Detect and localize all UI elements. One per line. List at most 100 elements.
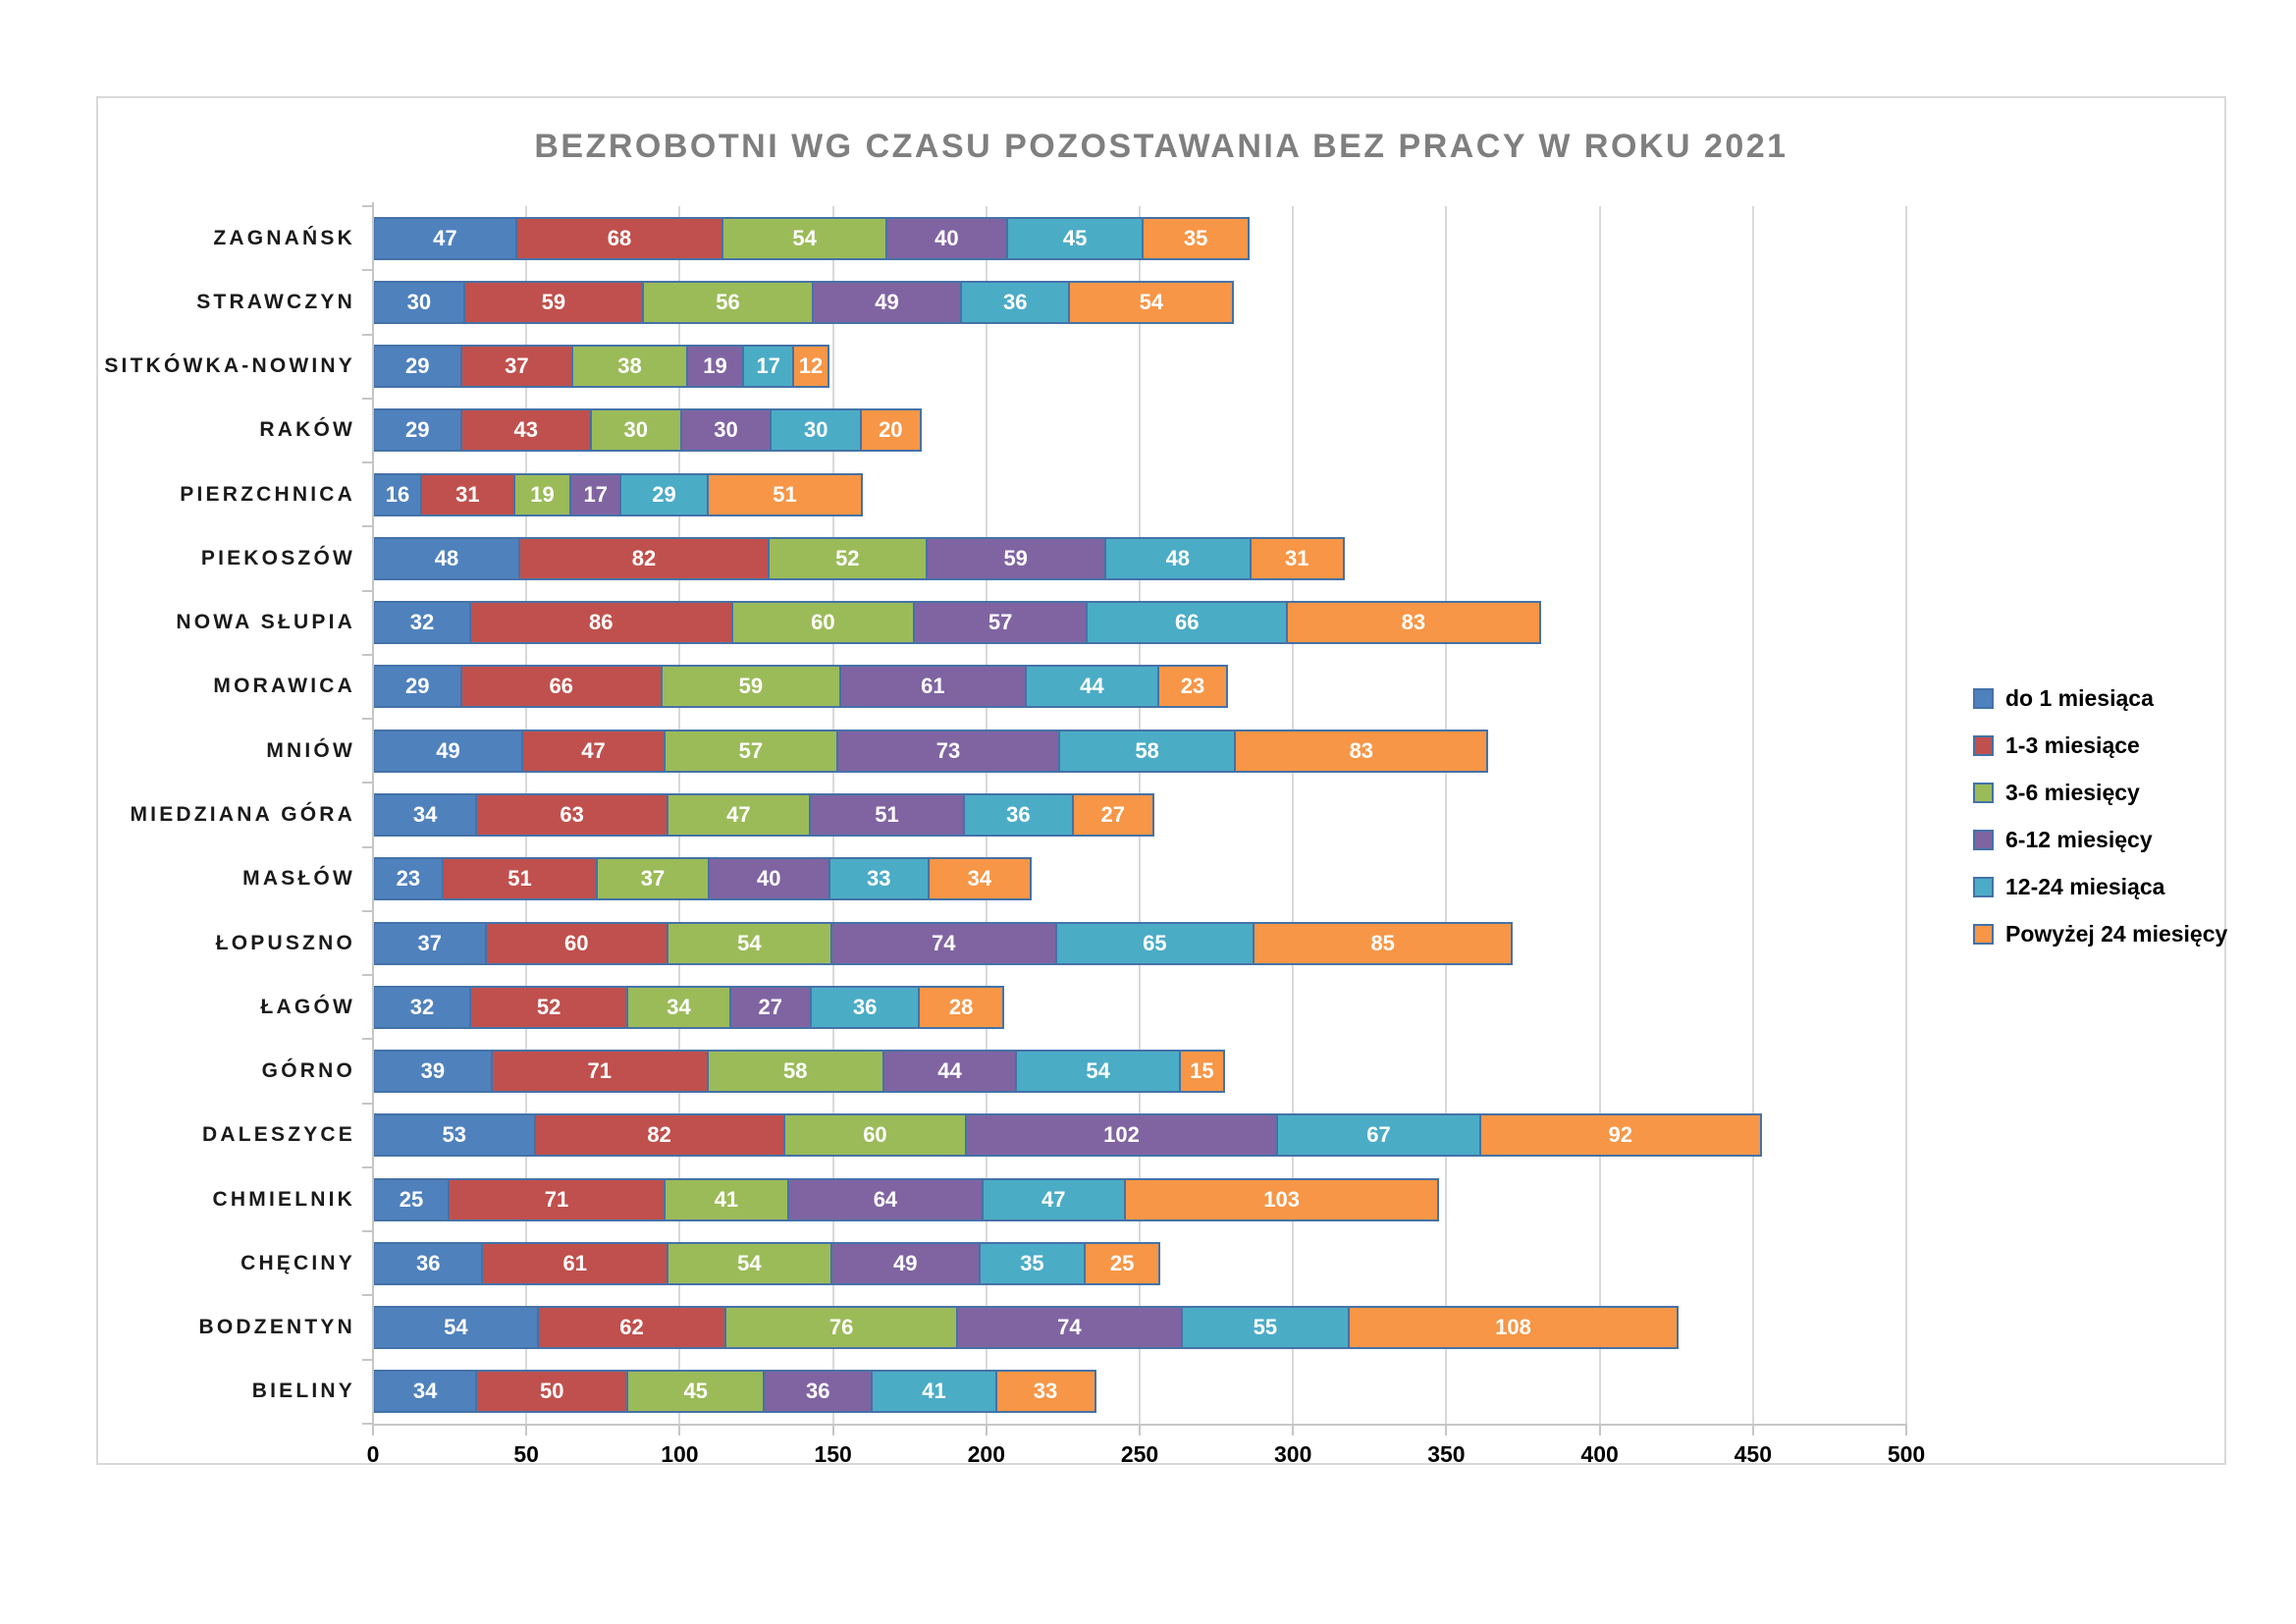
- x-tick-label: 450: [1734, 1441, 1772, 1467]
- x-tick-label: 300: [1274, 1441, 1312, 1467]
- bar-value-label: 32: [409, 994, 435, 1019]
- bar-segment: 51: [808, 793, 966, 838]
- bar-value-label: 74: [932, 930, 956, 955]
- bar-value-label: 63: [560, 802, 584, 828]
- bar-value-label: 54: [1139, 289, 1164, 314]
- bar-value-label: 103: [1263, 1186, 1300, 1212]
- bar-value-label: 49: [892, 1250, 918, 1275]
- bar-value-label: 71: [587, 1058, 612, 1084]
- bar-segment: 63: [475, 793, 668, 838]
- bar-value-label: 47: [581, 737, 606, 763]
- x-tick-label: 150: [814, 1441, 852, 1467]
- bar-segment: 49: [829, 1241, 981, 1285]
- category-axis-tick: [362, 461, 372, 464]
- x-tick-label: 100: [661, 1441, 699, 1467]
- x-axis-labels: 0 50 100 150 200 250 300 350 400 450 500: [367, 1441, 1926, 1471]
- x-tick-label: 200: [967, 1441, 1005, 1467]
- gridline: [1445, 206, 1448, 1424]
- bar-row: BIELINY 34 50 45 36 41 33: [252, 1360, 1906, 1424]
- bar-segment: 33: [828, 857, 930, 901]
- bar-value-label: 23: [396, 866, 421, 892]
- bar-track: 37 60 54 74 65 85: [373, 921, 1906, 965]
- x-tick-label: 400: [1580, 1441, 1619, 1467]
- bar-value-label: 102: [1103, 1122, 1140, 1148]
- bar-segment: 27: [728, 985, 812, 1029]
- bar-value-label: 51: [507, 866, 532, 892]
- bar-segment: 51: [441, 857, 599, 901]
- category-label: RAKÓW: [259, 418, 355, 442]
- bar-value-label: 52: [536, 994, 561, 1019]
- bar-row: RAKÓW 29 43 30 30 30 20: [259, 399, 1906, 462]
- category-label: ŁOPUSZNO: [215, 931, 355, 954]
- gridline: [1292, 206, 1295, 1424]
- category-label: ŁAGÓW: [260, 995, 355, 1018]
- bar-segment: 54: [373, 1306, 539, 1350]
- bar-segment: 74: [829, 921, 1057, 965]
- category-axis-tick: [362, 589, 372, 592]
- bar-segment: 61: [839, 665, 1027, 709]
- category-axis-tick: [362, 909, 372, 912]
- bar-track: 53 82 60 102 67 92: [373, 1113, 1906, 1158]
- bar-value-label: 30: [623, 417, 649, 443]
- bar-segment: 20: [860, 408, 922, 453]
- category-axis-tick: [362, 1230, 372, 1233]
- bar-value-label: 35: [1183, 225, 1208, 250]
- bar-segment: 15: [1178, 1050, 1225, 1094]
- category-label: MASŁÓW: [242, 867, 355, 891]
- bar-value-label: 37: [505, 353, 529, 379]
- bar-value-label: 82: [631, 545, 657, 570]
- bar-value-label: 83: [1401, 610, 1426, 635]
- bar-segment: 54: [1015, 1050, 1181, 1094]
- category-label: DALESZYCE: [202, 1123, 355, 1147]
- gridline: [1751, 206, 1754, 1424]
- bar-value-label: 36: [805, 1379, 830, 1404]
- bar-value-label: 54: [1086, 1058, 1110, 1084]
- bar-value-label: 35: [1020, 1250, 1044, 1275]
- bar-segment: 102: [965, 1113, 1278, 1158]
- bar-segment: 45: [626, 1370, 765, 1414]
- bar-segment: 34: [626, 985, 731, 1029]
- bar-segment: 28: [918, 985, 1004, 1029]
- bar-value-label: 15: [1190, 1058, 1214, 1084]
- bar-track: 32 86 60 57 66 83: [373, 601, 1906, 645]
- bar-row: STRAWCZYN 30 59 56 49 36 54: [196, 270, 1906, 334]
- bar-segment: 29: [619, 472, 709, 516]
- bar-segment: 37: [373, 921, 487, 965]
- bar-segment: 19: [685, 345, 745, 389]
- bar-segment: 66: [1086, 601, 1289, 645]
- bar-segment: 32: [373, 985, 471, 1029]
- bar-segment: 37: [459, 345, 574, 389]
- bar-value-label: 39: [420, 1058, 446, 1084]
- bar-value-label: 38: [617, 353, 642, 379]
- bar-segment: 83: [1234, 729, 1489, 773]
- bar-track: 32 52 34 27 36 28: [373, 985, 1906, 1029]
- bar-value-label: 54: [737, 930, 762, 955]
- bar-value-label: 59: [541, 289, 566, 314]
- bar-segment: 52: [468, 985, 629, 1029]
- category-axis-tick: [362, 1294, 372, 1297]
- bar-segment: 57: [663, 729, 838, 773]
- x-tick-mark: [372, 1424, 374, 1435]
- bar-segment: 74: [955, 1306, 1183, 1350]
- bar-segment: 56: [642, 280, 814, 324]
- bar-segment: 37: [596, 857, 710, 901]
- bar-segment: 30: [373, 280, 465, 324]
- bar-segment: 108: [1347, 1306, 1680, 1350]
- bar-row: BODZENTYN 54 62 76 74 55 108: [199, 1296, 1906, 1360]
- bar-segment: 71: [490, 1050, 709, 1094]
- bar-track: 25 71 41 64 47 103: [373, 1177, 1906, 1221]
- legend-label: Powyżej 24 miesięcy: [2005, 920, 2228, 947]
- bar-value-label: 64: [873, 1186, 898, 1212]
- bar-value-label: 48: [434, 545, 459, 570]
- bar-value-label: 29: [652, 481, 676, 507]
- bar-segment: 34: [927, 857, 1032, 901]
- chart-frame: BEZROBOTNI WG CZASU POZOSTAWANIA BEZ PRA…: [96, 96, 2228, 1467]
- category-label: NOWA SŁUPIA: [176, 611, 355, 634]
- bar-value-label: 17: [756, 353, 780, 379]
- bar-segment: 36: [373, 1241, 484, 1285]
- x-tick-mark: [1598, 1424, 1601, 1435]
- bar-value-label: 30: [714, 417, 738, 443]
- bar-segment: 51: [706, 472, 864, 516]
- legend-swatch-icon: [1973, 734, 1994, 756]
- x-tick-mark: [1905, 1424, 1907, 1435]
